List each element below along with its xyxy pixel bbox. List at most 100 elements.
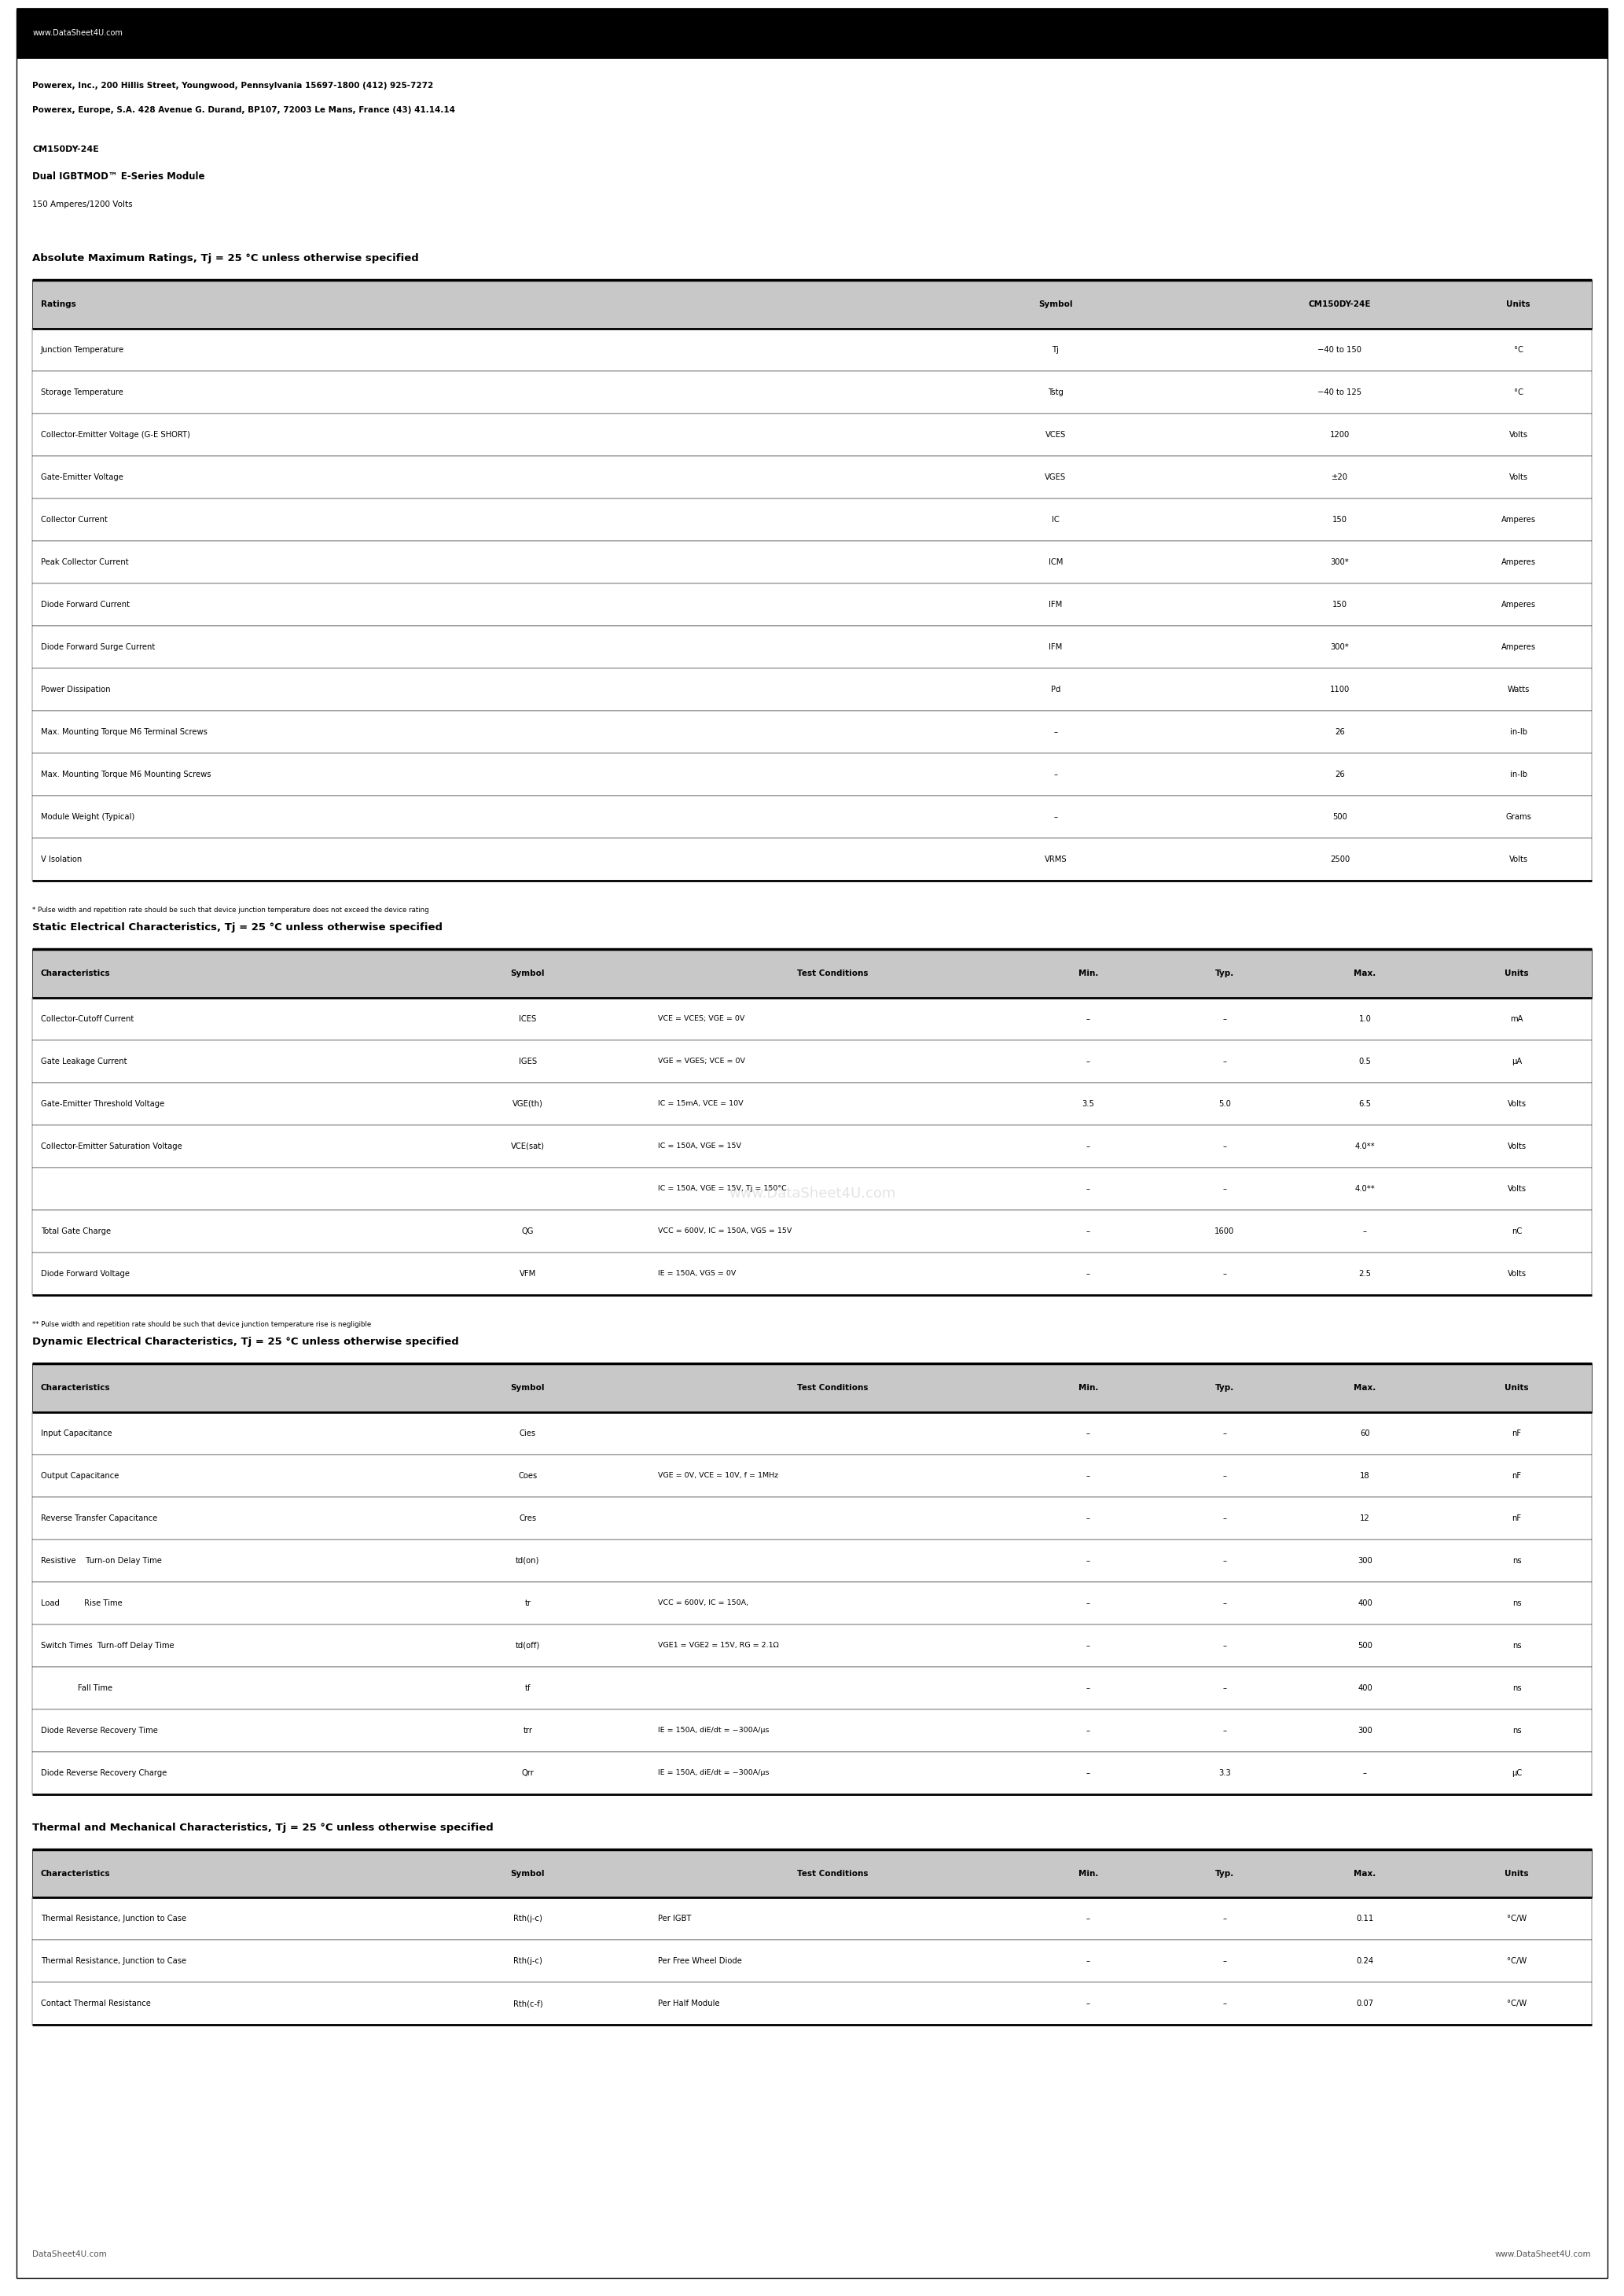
Text: Tj: Tj: [1052, 347, 1059, 354]
Text: –: –: [1086, 1472, 1090, 1479]
Text: VCES: VCES: [1046, 432, 1065, 439]
Text: 1.0: 1.0: [1359, 1015, 1371, 1022]
Text: –: –: [1223, 1685, 1226, 1692]
Text: Volts: Volts: [1509, 856, 1528, 863]
Text: VCC = 600V, IC = 150A, VGS = 15V: VCC = 600V, IC = 150A, VGS = 15V: [658, 1228, 791, 1235]
Bar: [32, 1582, 1592, 1623]
Text: 1100: 1100: [1330, 687, 1350, 693]
Text: trr: trr: [523, 1727, 533, 1733]
Bar: [32, 1364, 1592, 1412]
Text: Pd: Pd: [1051, 687, 1060, 693]
Text: –: –: [1086, 1515, 1090, 1522]
Text: CM150DY-24E: CM150DY-24E: [32, 145, 99, 154]
Bar: [32, 1497, 1592, 1538]
Text: Diode Forward Surge Current: Diode Forward Surge Current: [41, 643, 154, 650]
Text: Volts: Volts: [1507, 1270, 1527, 1277]
Text: °C: °C: [1514, 347, 1523, 354]
Text: –: –: [1086, 1185, 1090, 1192]
Text: Collector Current: Collector Current: [41, 517, 107, 523]
Text: ±20: ±20: [1332, 473, 1348, 480]
Text: nF: nF: [1512, 1430, 1522, 1437]
Text: Max.: Max.: [1354, 969, 1376, 978]
Text: Output Capacitance: Output Capacitance: [41, 1472, 119, 1479]
Text: ns: ns: [1512, 1727, 1522, 1733]
Text: Peak Collector Current: Peak Collector Current: [41, 558, 128, 565]
Text: ns: ns: [1512, 1685, 1522, 1692]
Text: Test Conditions: Test Conditions: [797, 1869, 867, 1878]
Text: DataSheet4U.com: DataSheet4U.com: [32, 2250, 107, 2259]
Text: Thermal Resistance, Junction to Case: Thermal Resistance, Junction to Case: [41, 1958, 187, 1965]
Text: Max.: Max.: [1354, 1869, 1376, 1878]
Text: Typ.: Typ.: [1215, 969, 1234, 978]
Text: Watts: Watts: [1507, 687, 1530, 693]
Bar: [32, 540, 1592, 583]
Text: –: –: [1086, 1685, 1090, 1692]
Text: 6.5: 6.5: [1359, 1100, 1371, 1107]
Text: Characteristics: Characteristics: [41, 969, 110, 978]
Text: 2.5: 2.5: [1359, 1270, 1371, 1277]
Bar: [32, 1848, 1592, 1896]
Text: –: –: [1223, 1557, 1226, 1564]
Text: Cies: Cies: [520, 1430, 536, 1437]
Text: nC: nC: [1512, 1228, 1522, 1235]
Text: Min.: Min.: [1078, 1869, 1098, 1878]
Text: IGES: IGES: [518, 1058, 538, 1065]
Text: QG: QG: [521, 1228, 534, 1235]
Text: Junction Temperature: Junction Temperature: [41, 347, 123, 354]
Text: IC = 150A, VGE = 15V, Tj = 150°C: IC = 150A, VGE = 15V, Tj = 150°C: [658, 1185, 786, 1192]
Text: * Pulse width and repetition rate should be such that device junction temperatur: * Pulse width and repetition rate should…: [32, 907, 429, 914]
Text: Switch Times  Turn-off Delay Time: Switch Times Turn-off Delay Time: [41, 1642, 174, 1649]
Text: Typ.: Typ.: [1215, 1869, 1234, 1878]
Text: Diode Reverse Recovery Charge: Diode Reverse Recovery Charge: [41, 1770, 167, 1777]
Text: –: –: [1086, 1557, 1090, 1564]
Bar: [32, 1453, 1592, 1497]
Text: Amperes: Amperes: [1501, 558, 1536, 565]
Text: Units: Units: [1507, 301, 1530, 308]
Bar: [32, 1896, 1592, 1940]
Text: Coes: Coes: [518, 1472, 538, 1479]
Text: Powerex, Inc., 200 Hillis Street, Youngwood, Pennsylvania 15697-1800 (412) 925-7: Powerex, Inc., 200 Hillis Street, Youngw…: [32, 83, 434, 90]
Text: Input Capacitance: Input Capacitance: [41, 1430, 112, 1437]
Text: Per IGBT: Per IGBT: [658, 1915, 692, 1922]
Text: td(off): td(off): [515, 1642, 541, 1649]
Text: −40 to 125: −40 to 125: [1317, 388, 1363, 395]
Text: 4.0**: 4.0**: [1354, 1143, 1376, 1150]
Bar: [32, 668, 1592, 709]
Text: Volts: Volts: [1509, 473, 1528, 480]
Text: –: –: [1086, 1642, 1090, 1649]
Text: –: –: [1086, 1430, 1090, 1437]
Text: –: –: [1223, 1472, 1226, 1479]
Text: Rth(c-f): Rth(c-f): [513, 2000, 542, 2007]
Text: –: –: [1363, 1770, 1367, 1777]
Text: –: –: [1086, 1600, 1090, 1607]
Text: VCE = VCES; VGE = 0V: VCE = VCES; VGE = 0V: [658, 1015, 744, 1022]
Text: 0.5: 0.5: [1359, 1058, 1371, 1065]
Text: 26: 26: [1335, 728, 1345, 735]
Text: 2500: 2500: [1330, 856, 1350, 863]
Text: –: –: [1086, 1143, 1090, 1150]
Text: ICES: ICES: [520, 1015, 536, 1022]
Text: Gate-Emitter Threshold Voltage: Gate-Emitter Threshold Voltage: [41, 1100, 164, 1107]
Text: –: –: [1086, 1058, 1090, 1065]
Text: IE = 150A, VGS = 0V: IE = 150A, VGS = 0V: [658, 1270, 736, 1277]
Bar: [32, 1081, 1592, 1125]
Text: Max. Mounting Torque M6 Mounting Screws: Max. Mounting Torque M6 Mounting Screws: [41, 771, 211, 778]
Text: VGE(th): VGE(th): [513, 1100, 542, 1107]
Text: Rth(j-c): Rth(j-c): [513, 1915, 542, 1922]
Text: –: –: [1223, 1727, 1226, 1733]
Text: Rth(j-c): Rth(j-c): [513, 1958, 542, 1965]
Text: Gate-Emitter Voltage: Gate-Emitter Voltage: [41, 473, 123, 480]
Text: °C/W: °C/W: [1507, 1915, 1527, 1922]
Text: –: –: [1054, 728, 1057, 735]
Text: Module Weight (Typical): Module Weight (Typical): [41, 813, 135, 820]
Text: Resistive    Turn-on Delay Time: Resistive Turn-on Delay Time: [41, 1557, 161, 1564]
Text: Volts: Volts: [1509, 432, 1528, 439]
Text: °C/W: °C/W: [1507, 1958, 1527, 1965]
Text: VCC = 600V, IC = 150A,: VCC = 600V, IC = 150A,: [658, 1600, 749, 1607]
Text: Thermal Resistance, Junction to Case: Thermal Resistance, Junction to Case: [41, 1915, 187, 1922]
Text: –: –: [1223, 1515, 1226, 1522]
Bar: [32, 948, 1592, 996]
Text: ns: ns: [1512, 1642, 1522, 1649]
Bar: [32, 1538, 1592, 1582]
Text: 12: 12: [1359, 1515, 1371, 1522]
